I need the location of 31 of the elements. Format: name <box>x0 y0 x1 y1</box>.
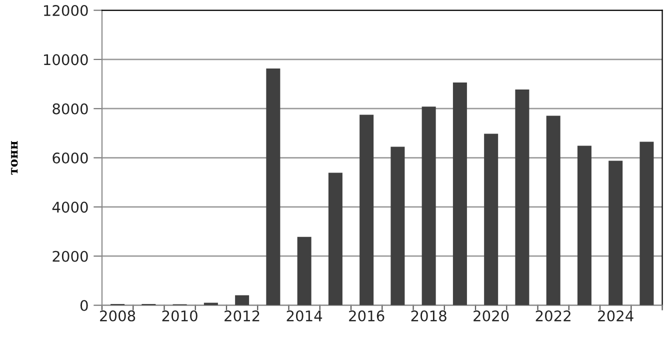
bar <box>297 236 312 306</box>
bar <box>235 295 250 306</box>
y-tick-label: 8000 <box>52 103 88 114</box>
bar <box>452 82 467 306</box>
x-tick-label: 2016 <box>349 310 384 322</box>
y-tick-label: 12000 <box>44 5 88 16</box>
x-tick-label: 2018 <box>411 310 446 322</box>
x-tick-label: 2024 <box>598 310 634 322</box>
x-tick-label: 2008 <box>100 310 136 322</box>
bar <box>515 89 530 306</box>
x-tick-label: 2012 <box>224 310 260 322</box>
x-tick-label: 2014 <box>286 310 322 322</box>
x-tick-label: 2010 <box>162 310 198 322</box>
y-tick-label: 0 <box>80 300 88 312</box>
bar <box>422 106 436 306</box>
bar <box>266 68 280 306</box>
bar <box>546 116 560 306</box>
x-tick-label: 2022 <box>536 310 570 322</box>
y-tick-label: 4000 <box>52 202 88 213</box>
bar <box>390 146 405 306</box>
x-tick-label: 2020 <box>474 310 509 322</box>
bar <box>360 114 374 306</box>
bar <box>484 134 498 306</box>
y-tick-label: 6000 <box>52 152 88 164</box>
y-tick-label: 2000 <box>52 250 88 262</box>
y-tick-label: 10000 <box>44 54 88 66</box>
bar <box>577 146 592 306</box>
y-axis-title: тонн <box>10 141 18 175</box>
bar <box>328 172 342 306</box>
bar <box>640 142 654 306</box>
bar <box>608 160 623 306</box>
